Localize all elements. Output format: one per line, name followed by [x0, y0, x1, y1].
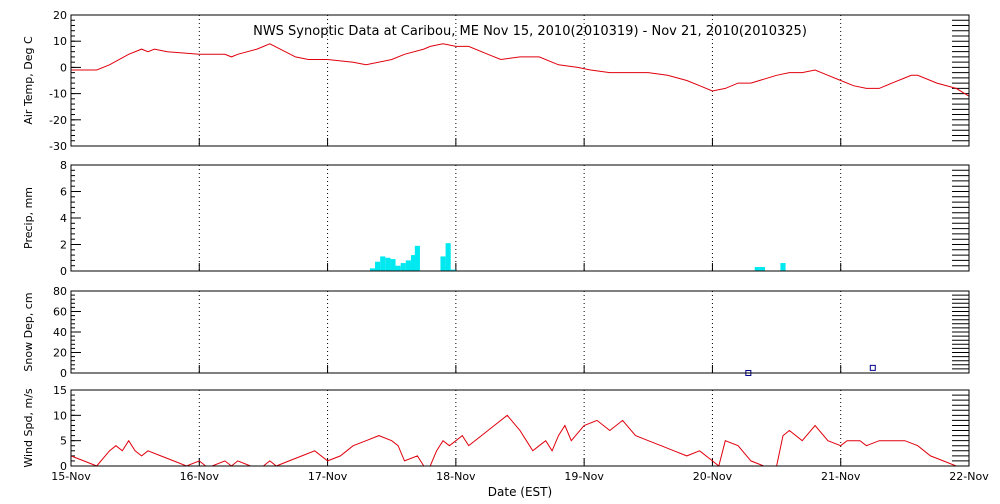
precip-bar — [410, 255, 417, 271]
x-axis-label: Date (EST) — [488, 485, 552, 499]
precip-bar — [450, 269, 456, 271]
air-temp-series-line — [71, 43, 970, 97]
snow-depth-point — [869, 364, 876, 371]
precip-bar — [780, 263, 786, 271]
chart-title: NWS Synoptic Data at Caribou, ME Nov 15,… — [253, 24, 807, 39]
air-temp-y-tick-label: -20 — [49, 114, 67, 127]
wind-speed-y-tick-label: 10 — [53, 409, 67, 422]
x-tick-label: 20-Nov — [693, 470, 733, 483]
precip-y-tick-label: 2 — [60, 239, 67, 252]
snow-depth-y-axis-label: Snow Dep, cm — [22, 292, 35, 371]
snow-depth-y-tick-label: 0 — [60, 367, 67, 380]
air-temp-y-axis-label: Air Temp, Deg C — [22, 36, 35, 125]
air-temp-y-tick-label: 10 — [53, 35, 67, 48]
precip-bar — [754, 267, 760, 271]
x-tick-label: 19-Nov — [564, 470, 604, 483]
panel-precip: 0 2 4 6 8 Precip, mm — [22, 159, 970, 278]
x-tick-label: 18-Nov — [436, 470, 476, 483]
wind-speed-y-tick-label: 15 — [53, 384, 67, 397]
precip-bar — [414, 245, 420, 271]
precip-y-tick-label: 8 — [60, 159, 67, 172]
precip-bar — [369, 268, 376, 271]
wind-speed-y-tick-label: 0 — [60, 460, 67, 473]
snow-depth-y-tick-label: 80 — [53, 285, 67, 298]
wind-speed-frame — [70, 389, 970, 467]
panel-air-temp: -30 -20 -10 0 10 20 Air Temp, Deg C — [22, 9, 970, 153]
air-temp-y-tick-label: 0 — [60, 61, 67, 74]
air-temp-y-tick-label: -30 — [49, 140, 67, 153]
x-tick-label: 21-Nov — [821, 470, 861, 483]
snow-depth-y-tick-label: 20 — [53, 347, 67, 360]
precip-y-axis-label: Precip, mm — [22, 187, 35, 249]
x-tick-label: 17-Nov — [308, 470, 348, 483]
air-temp-y-tick-label: 20 — [53, 9, 67, 22]
air-temp-y-tick-label: -10 — [49, 88, 67, 101]
precip-bar — [380, 256, 386, 271]
wind-speed-y-axis-label: Wind Spd, m/s — [22, 388, 35, 468]
precip-y-tick-label: 6 — [60, 186, 67, 199]
wind-speed-series-line — [70, 414, 969, 467]
precip-bar — [759, 267, 766, 271]
precip-y-tick-label: 0 — [60, 265, 67, 278]
precip-bar — [390, 259, 396, 271]
x-tick-label: 15-Nov — [51, 470, 91, 483]
snow-depth-y-tick-label: 60 — [53, 306, 67, 319]
precip-bar — [395, 265, 401, 271]
precip-bar — [445, 243, 451, 271]
x-tick-label: 16-Nov — [180, 470, 220, 483]
precip-bar — [400, 263, 406, 271]
precip-bar — [375, 261, 381, 271]
snow-depth-y-tick-label: 40 — [53, 326, 67, 339]
panel-snow-depth: 0 20 40 60 80 Snow Dep, cm — [22, 285, 970, 380]
precip-bar — [385, 257, 391, 271]
precip-frame — [70, 164, 970, 272]
air-temp-frame — [70, 14, 970, 147]
panel-wind-speed: 0 5 10 15 Wind Spd, m/s — [22, 384, 970, 473]
precip-bar — [440, 256, 446, 271]
snow-depth-frame — [70, 290, 970, 374]
x-tick-label: 22-Nov — [949, 470, 989, 483]
precip-y-tick-label: 4 — [60, 212, 67, 225]
wind-speed-y-tick-label: 5 — [60, 435, 67, 448]
precip-bar — [405, 260, 411, 271]
